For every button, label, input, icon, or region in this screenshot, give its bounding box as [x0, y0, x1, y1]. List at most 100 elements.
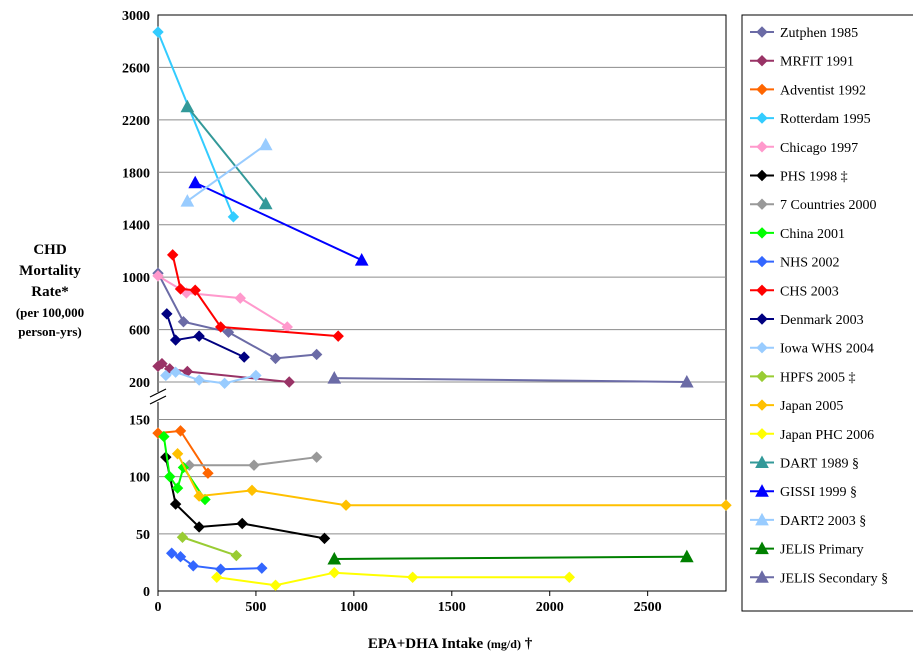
legend-item: JELIS Primary [750, 541, 864, 558]
legend-item: Iowa WHS 2004 [750, 342, 874, 357]
data-point [327, 551, 342, 565]
x-axis-label-unit: (mg/d) [486, 637, 521, 651]
data-point [211, 571, 223, 583]
y-tick-label: 1400 [122, 219, 150, 234]
x-axis-label-mark: † [524, 636, 533, 652]
data-point [756, 341, 768, 354]
y-tick-label: 200 [129, 376, 150, 391]
data-point [283, 376, 295, 388]
data-point [679, 374, 694, 388]
data-point [161, 308, 173, 320]
series-gissi-1999 [188, 175, 369, 266]
data-point [193, 374, 205, 386]
data-point [236, 517, 248, 530]
x-axis-label-text: EPA+DHA Intake [367, 636, 484, 652]
data-point [756, 284, 768, 297]
series-line [194, 181, 363, 262]
legend-label: JELIS Primary [780, 543, 864, 558]
data-point [152, 26, 164, 38]
data-point [169, 334, 182, 346]
series-line [165, 313, 245, 359]
data-point [187, 560, 199, 572]
legend-label: Denmark 2003 [780, 313, 864, 328]
data-point [354, 253, 369, 266]
series-7-countries-2000 [183, 451, 323, 471]
data-point [238, 351, 250, 363]
data-point [218, 377, 231, 390]
y-axis-unit-line-2: person-yrs) [18, 324, 82, 339]
data-point [152, 270, 164, 282]
data-point [756, 198, 768, 210]
legend-item: Chicago 1997 [750, 141, 858, 156]
x-tick-label: 1500 [438, 600, 466, 615]
data-point [214, 563, 227, 575]
x-axis-label: EPA+DHA Intake (mg/d) † [300, 636, 600, 653]
y-tick-label: 2200 [122, 114, 150, 129]
data-point [755, 484, 769, 497]
data-point [258, 196, 273, 210]
data-point [755, 570, 769, 583]
data-point [189, 284, 201, 296]
y-tick-label: 0 [143, 585, 150, 600]
data-point [340, 499, 352, 511]
y-axis-label-line-1: CHD [33, 242, 67, 258]
legend-label: PHS 1998 ‡ [780, 170, 848, 185]
series-line [157, 31, 235, 218]
data-point [756, 54, 768, 67]
data-point [202, 467, 214, 479]
data-point [327, 371, 342, 384]
data-point [756, 370, 768, 383]
data-point [256, 562, 268, 574]
data-point [174, 550, 187, 563]
data-point [214, 321, 227, 333]
series-japan-phc-2006 [211, 566, 576, 591]
data-point [193, 330, 205, 342]
y-tick-label: 600 [129, 324, 150, 339]
series-line [182, 536, 237, 557]
y-axis-label-line-2: Mortality [19, 263, 81, 279]
y-tick-label: 1800 [122, 166, 150, 181]
legend-item: DART2 2003 § [750, 512, 866, 529]
legend-item: CHS 2003 [750, 284, 839, 299]
series-dart-1989 [180, 99, 273, 210]
data-point [756, 227, 768, 239]
data-point [234, 292, 246, 304]
data-point [158, 430, 170, 443]
data-point [258, 137, 273, 151]
data-point [756, 112, 768, 124]
legend-item: Rotterdam 1995 [750, 112, 871, 127]
series-zutphen-1985 [152, 267, 323, 365]
series-jelis-primary [327, 549, 694, 565]
series-line [334, 555, 687, 560]
data-point [756, 255, 768, 268]
y-tick-label: 1000 [122, 271, 150, 286]
legend-label: China 2001 [780, 227, 845, 242]
legend-label: Adventist 1992 [780, 83, 866, 98]
data-point [230, 549, 243, 562]
legend-label: Chicago 1997 [780, 141, 858, 156]
legend-item: 7 Countries 2000 [750, 198, 876, 213]
data-point [246, 484, 258, 497]
legend-label: 7 Countries 2000 [780, 198, 876, 213]
legend-label: GISSI 1999 § [780, 485, 857, 500]
legend-item: China 2001 [750, 227, 845, 242]
legend-label: DART2 2003 § [780, 514, 866, 529]
data-point [177, 316, 190, 328]
series-iowa-whs-2004 [160, 366, 262, 390]
series-nhs-2002 [166, 547, 268, 575]
legend-label: Japan 2005 [780, 399, 843, 414]
legend-item: NHS 2002 [750, 256, 840, 271]
legend-item: Adventist 1992 [750, 83, 866, 98]
data-point [174, 425, 187, 437]
data-point [310, 348, 323, 361]
data-point [166, 249, 179, 261]
axis-break-gap [152, 392, 164, 402]
legend-item: Zutphen 1985 [750, 26, 858, 41]
series-line [334, 377, 687, 383]
data-point [310, 451, 323, 463]
data-point [318, 532, 331, 545]
y-tick-label: 3000 [122, 9, 150, 24]
y-axis-label: CHD Mortality Rate* (per 100,000 person-… [0, 240, 100, 341]
data-point [756, 428, 768, 440]
data-point [250, 369, 262, 382]
